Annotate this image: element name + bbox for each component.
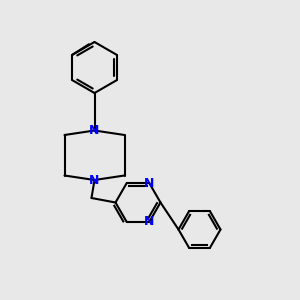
Text: N: N: [144, 176, 154, 190]
Text: N: N: [89, 124, 100, 137]
Text: N: N: [89, 173, 100, 187]
Text: N: N: [144, 215, 154, 229]
